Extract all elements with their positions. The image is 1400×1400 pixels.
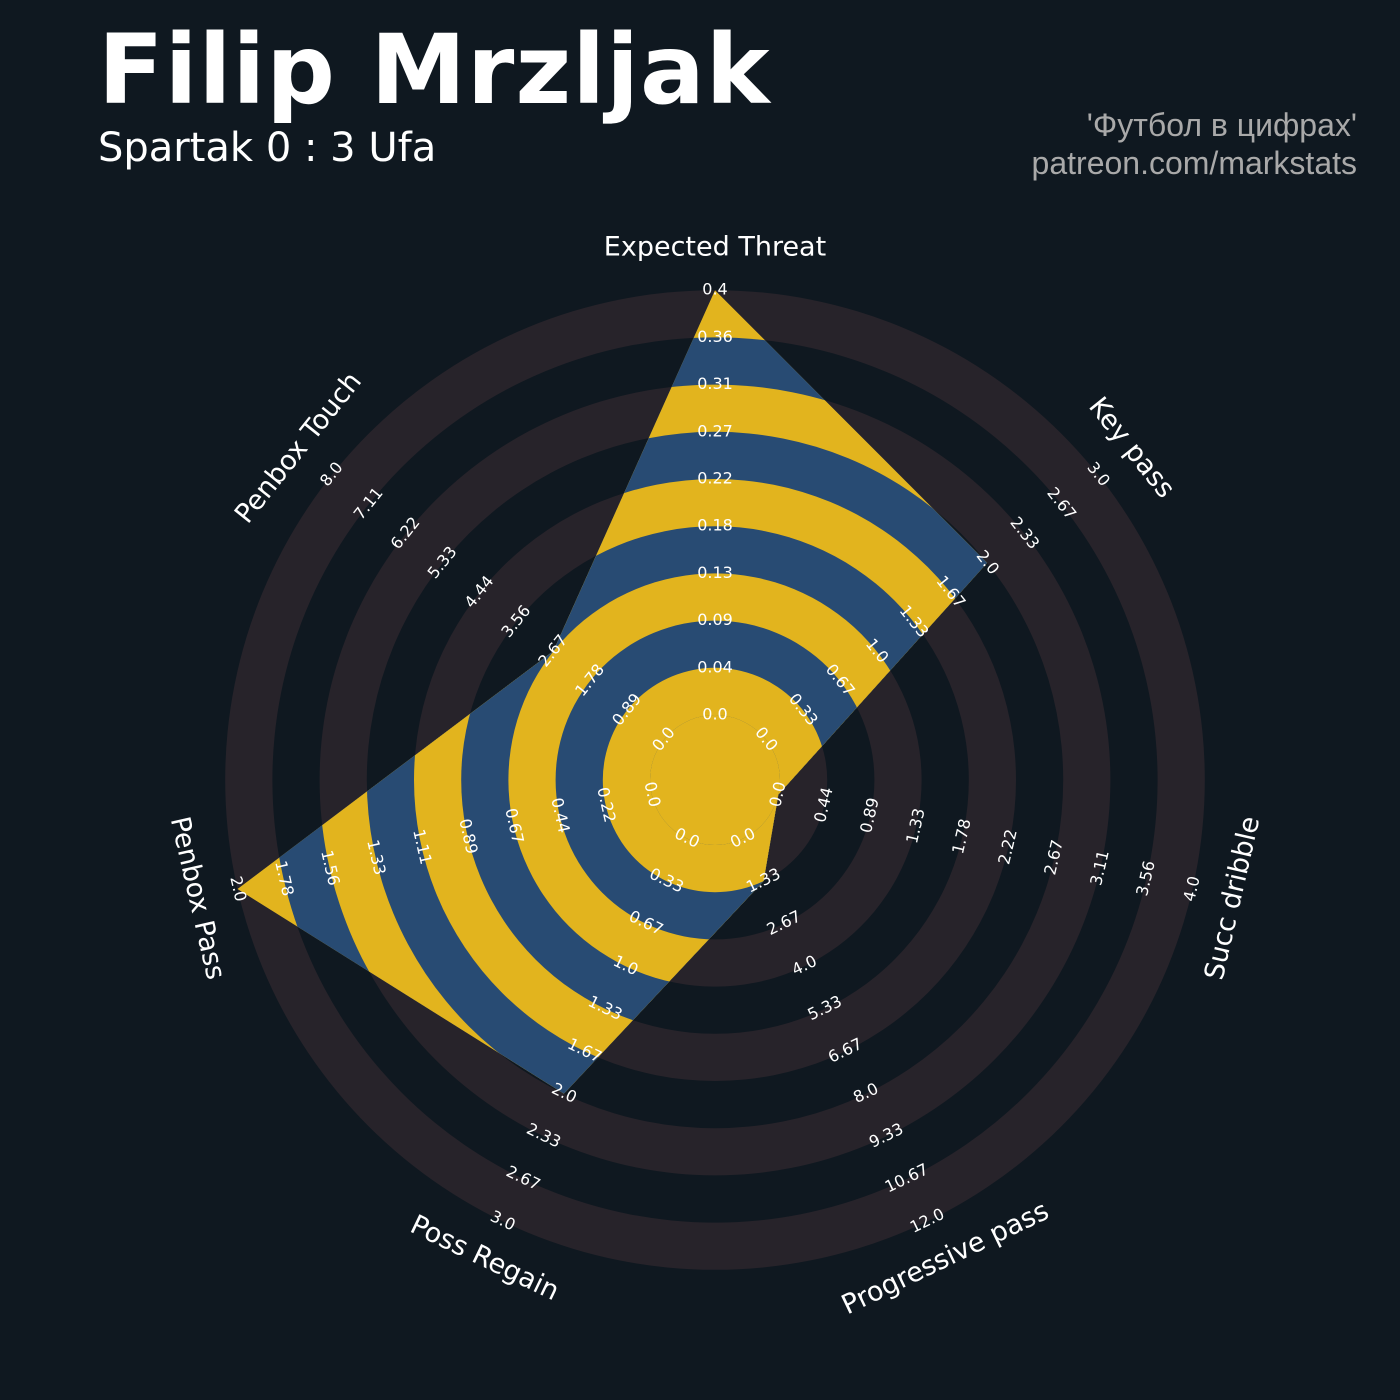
tick-label-expected-threat: 0.31 [697,374,733,393]
tick-label-expected-threat: 0.36 [697,327,733,346]
player-name: Filip Mrzljak [98,14,771,126]
tick-label-expected-threat: 0.27 [697,421,733,440]
tick-label-expected-threat: 0.0 [702,705,727,724]
polygon-core [650,715,780,845]
tick-label-expected-threat: 0.18 [697,516,733,535]
tick-label-expected-threat: 0.22 [697,469,733,488]
credit-link: patreon.com/markstats [1031,145,1357,182]
credit-title: 'Футбол в цифрах' [1086,107,1357,143]
axis-label-penbox-pass: Penbox Pass [164,814,231,983]
tick-label-expected-threat: 0.13 [697,563,733,582]
tick-label-expected-threat: 0.04 [697,657,733,676]
tick-label-expected-threat: 0.09 [697,610,733,629]
match-score: Spartak 0 : 3 Ufa [98,125,437,171]
axis-label-expected-threat: Expected Threat [604,232,826,263]
credit-block: 'Футбол в цифрах' patreon.com/markstats [1032,106,1357,183]
axis-label-succ-dribble: Succ dribble [1199,813,1266,982]
tick-label-expected-threat: 0.4 [702,280,727,299]
